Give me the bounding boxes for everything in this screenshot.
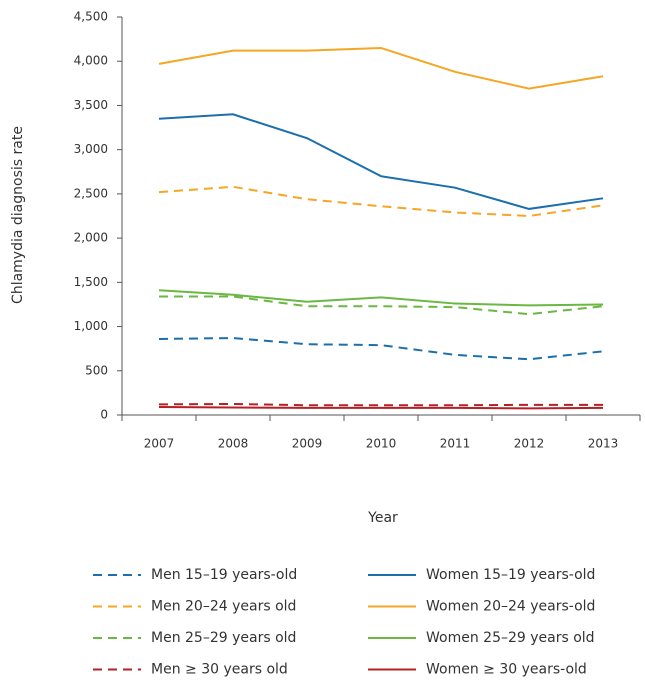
series-line <box>158 113 604 210</box>
y-tick-label: 4,000 <box>74 54 108 68</box>
legend-label: Men ≥ 30 years old <box>151 662 288 678</box>
y-tick-label: 0 <box>100 408 108 422</box>
x-tick-label: 2007 <box>144 437 175 451</box>
legend-label: Women 20–24 years-old <box>426 599 595 615</box>
y-axis-title: Chlamydia diagnosis rate <box>10 126 26 304</box>
legend-label: Men 15–19 years-old <box>151 567 297 583</box>
x-tick-label: 2008 <box>218 437 249 451</box>
legend-label: Men 20–24 years old <box>151 599 296 615</box>
x-tick-label: 2009 <box>292 437 323 451</box>
x-axis-title: Year <box>367 510 398 526</box>
x-tick-label: 2012 <box>514 437 545 451</box>
series-line <box>158 337 604 361</box>
y-tick-label: 1,000 <box>74 319 108 333</box>
series-line <box>158 402 603 407</box>
y-tick-label: 3,000 <box>74 142 108 156</box>
y-tick-label: 500 <box>85 363 108 377</box>
legend-label: Women 15–19 years-old <box>426 567 595 583</box>
y-tick-label: 2,000 <box>74 231 108 245</box>
series-line <box>158 46 604 90</box>
series-line <box>158 185 604 218</box>
x-tick-label: 2013 <box>588 437 619 451</box>
y-tick-label: 4,500 <box>74 10 108 24</box>
y-tick-label: 2,500 <box>74 186 108 200</box>
x-tick-label: 2010 <box>366 437 397 451</box>
legend-label: Women 25–29 years old <box>426 630 595 646</box>
series-line <box>158 406 604 410</box>
series-line <box>158 289 604 307</box>
y-tick-label: 1,500 <box>74 275 108 289</box>
legend-label: Women ≥ 30 years-old <box>426 662 587 678</box>
legend-label: Men 25–29 years old <box>151 630 296 646</box>
x-tick-label: 2011 <box>440 437 471 451</box>
y-tick-label: 3,500 <box>74 98 108 112</box>
